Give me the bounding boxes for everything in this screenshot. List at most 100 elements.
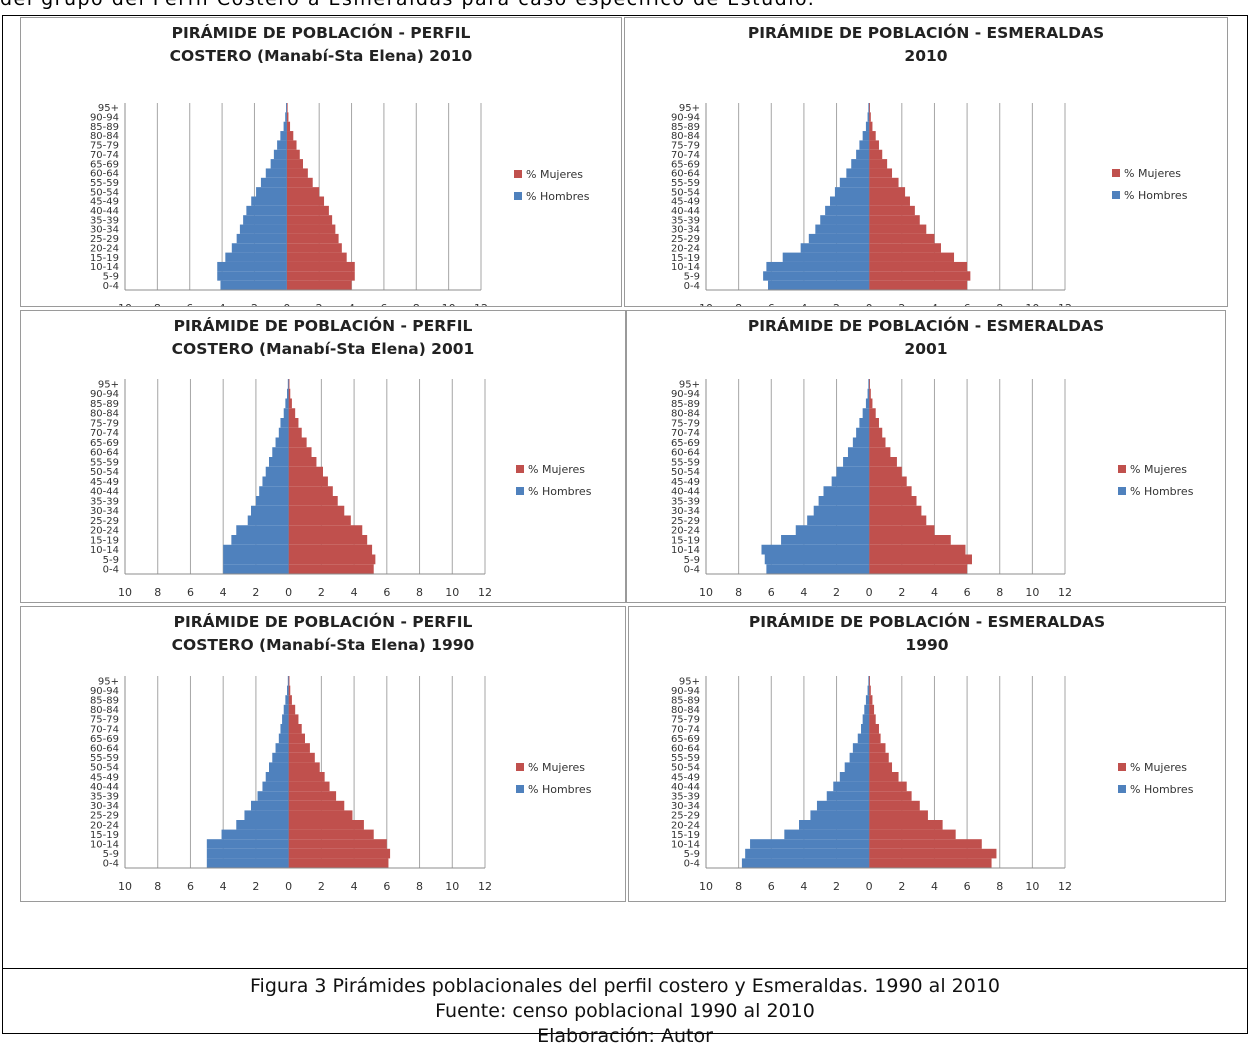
x-tick-label: 10	[699, 586, 713, 599]
y-tick-label: 45-49	[90, 772, 119, 783]
header-fragment: del grupo del Perfil Costero a Esmeralda…	[0, 0, 1250, 10]
bar-mujeres	[288, 839, 387, 849]
bar-mujeres	[869, 437, 886, 448]
bar-hombres	[275, 743, 289, 753]
bar-mujeres	[286, 103, 288, 113]
bar-hombres	[236, 233, 287, 244]
x-tick-label: 10	[442, 302, 456, 306]
y-tick-label: 60-64	[90, 744, 119, 755]
bar-hombres	[236, 820, 289, 830]
bar-mujeres	[286, 243, 342, 253]
x-tick-label: 10	[699, 880, 713, 893]
bar-hombres	[839, 772, 870, 782]
bar-hombres	[768, 280, 870, 290]
bar-hombres	[782, 252, 870, 262]
y-tick-label: 35-39	[671, 215, 700, 226]
bar-mujeres	[286, 149, 300, 160]
legend-swatch-mujeres	[1112, 169, 1120, 177]
legend-label-hombres: % Hombres	[1130, 783, 1194, 796]
bar-mujeres	[869, 121, 873, 132]
y-tick-label: 85-89	[90, 122, 119, 133]
bar-hombres	[810, 810, 870, 820]
bar-hombres	[257, 791, 289, 801]
bar-mujeres	[869, 791, 912, 801]
bar-hombres	[283, 408, 289, 418]
chart-title: PIRÁMIDE DE POBLACIÓN - ESMERALDAS 2010	[625, 22, 1227, 68]
y-tick-label: 75-79	[90, 715, 119, 726]
x-tick-label: 2	[833, 880, 840, 893]
x-tick-label: 8	[154, 586, 161, 599]
x-tick-label: 8	[735, 880, 742, 893]
bar-mujeres	[869, 233, 935, 244]
bar-mujeres	[286, 177, 313, 188]
y-tick-label: 15-19	[90, 830, 119, 841]
y-tick-label: 45-49	[671, 477, 700, 488]
x-tick-label: 2	[252, 586, 259, 599]
bar-mujeres	[869, 457, 897, 467]
bar-mujeres	[286, 187, 320, 197]
x-tick-label: 8	[416, 586, 423, 599]
x-tick-label: 6	[383, 880, 390, 893]
bar-hombres	[851, 159, 870, 169]
bar-hombres	[816, 800, 870, 811]
bar-mujeres	[869, 685, 871, 696]
y-tick-label: 35-39	[90, 496, 119, 507]
y-tick-label: 50-54	[671, 467, 700, 478]
x-tick-label: 10	[699, 302, 713, 306]
y-tick-label: 20-24	[671, 820, 700, 831]
bar-mujeres	[286, 112, 289, 122]
x-tick-label: 6	[380, 302, 387, 306]
bar-hombres	[859, 418, 870, 428]
x-tick-label: 6	[186, 302, 193, 306]
legend-swatch-hombres	[516, 785, 524, 793]
bar-mujeres	[288, 398, 292, 409]
y-tick-label: 25-29	[90, 811, 119, 822]
legend-label-hombres: % Hombres	[526, 190, 590, 203]
bar-hombres	[265, 168, 287, 178]
chart-title-line1: PIRÁMIDE DE POBLACIÓN - PERFIL	[173, 613, 473, 631]
bar-hombres	[231, 535, 289, 545]
bar-mujeres	[869, 535, 951, 545]
bar-mujeres	[288, 714, 299, 724]
bar-mujeres	[286, 205, 329, 216]
bar-hombres	[862, 408, 870, 418]
y-tick-label: 30-34	[90, 225, 119, 236]
x-tick-label: 6	[964, 586, 971, 599]
y-tick-label: 55-59	[90, 178, 119, 189]
bar-hombres	[795, 525, 870, 535]
bar-mujeres	[869, 743, 886, 753]
legend-swatch-mujeres	[516, 763, 524, 771]
bar-hombres	[259, 486, 289, 496]
bar-hombres	[225, 252, 287, 262]
y-tick-label: 75-79	[90, 141, 119, 152]
bar-hombres	[847, 447, 870, 457]
bar-mujeres	[869, 205, 915, 216]
pyramid-panel-esmeraldas-1990: PIRÁMIDE DE POBLACIÓN - ESMERALDAS 1990 0…	[628, 606, 1226, 902]
y-tick-label: 5-9	[684, 849, 700, 860]
chart-title: PIRÁMIDE DE POBLACIÓN - PERFIL COSTERO (M…	[21, 611, 625, 657]
pyramid-panel-costero-2001: PIRÁMIDE DE POBLACIÓN - PERFIL COSTERO (M…	[20, 310, 626, 603]
x-tick-label: 8	[996, 302, 1003, 306]
x-tick-label: 8	[735, 586, 742, 599]
legend-swatch-mujeres	[514, 170, 522, 178]
bar-hombres	[849, 752, 870, 763]
bar-hombres	[813, 505, 870, 516]
x-tick-label: 10	[445, 880, 459, 893]
bar-hombres	[868, 676, 870, 686]
bar-mujeres	[869, 379, 870, 389]
bar-hombres	[799, 820, 870, 830]
y-tick-label: 25-29	[90, 516, 119, 527]
x-tick-label: 8	[413, 302, 420, 306]
bar-hombres	[251, 505, 289, 516]
bar-hombres	[808, 233, 870, 244]
bar-mujeres	[288, 810, 353, 820]
y-tick-label: 95+	[679, 379, 700, 390]
bar-hombres	[852, 437, 870, 448]
bar-hombres	[206, 858, 289, 868]
y-tick-label: 90-94	[90, 113, 119, 124]
legend-label-mujeres: % Mujeres	[1130, 463, 1187, 476]
bar-hombres	[833, 781, 870, 792]
bar-mujeres	[869, 820, 943, 830]
bar-mujeres	[869, 839, 982, 849]
y-tick-label: 10-14	[671, 262, 700, 273]
